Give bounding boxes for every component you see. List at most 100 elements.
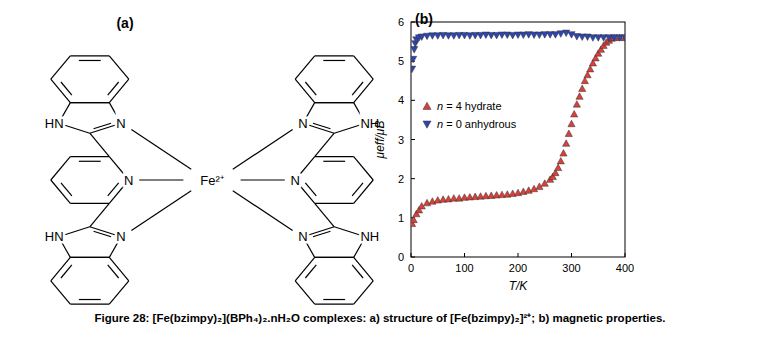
y-tick [411, 178, 415, 179]
y-tick-label: 1 [398, 212, 404, 224]
y-tick [411, 22, 415, 23]
bond [315, 304, 354, 305]
data-point [560, 150, 567, 156]
y-tick-label: 3 [398, 134, 404, 146]
y-tick [411, 257, 415, 258]
bond [354, 56, 374, 79]
x-axis-label: T/K [509, 279, 529, 293]
bond [315, 55, 354, 56]
bond [315, 133, 335, 156]
metal-label: Fe²⁺ [200, 173, 224, 188]
bond [295, 257, 315, 280]
coordination-bond [233, 191, 293, 231]
bond [109, 281, 129, 304]
double-bond [352, 265, 363, 278]
bond [295, 281, 315, 304]
x-tick [625, 253, 626, 257]
double-bond [61, 183, 72, 196]
bond [70, 304, 109, 305]
double-bond [352, 82, 363, 95]
data-point [621, 35, 625, 41]
data-point [571, 110, 578, 116]
bond [51, 56, 71, 79]
data-point [565, 130, 572, 136]
double-bond [313, 123, 330, 129]
structure [51, 56, 373, 304]
data-point [557, 157, 564, 163]
atom-label: N [298, 229, 307, 244]
bond [315, 102, 354, 103]
coordination-bond [139, 179, 183, 180]
x-tick [571, 253, 572, 257]
y-tick-label: 6 [398, 16, 404, 28]
bond [295, 56, 315, 79]
coordination-bond [131, 191, 191, 231]
bond [70, 257, 109, 258]
panel-label: (b) [415, 11, 433, 27]
double-bond [323, 60, 345, 61]
data-point [576, 93, 583, 99]
double-bond [79, 299, 101, 300]
atom-label: HN [45, 116, 64, 131]
double-bond [305, 183, 316, 196]
bond [70, 55, 109, 56]
bond [70, 203, 109, 204]
double-bond [313, 231, 330, 237]
bond [354, 79, 374, 102]
x-tick [411, 253, 412, 257]
double-bond [61, 82, 72, 95]
double-bond [305, 82, 316, 95]
y-tick-label: 4 [398, 94, 404, 106]
atom-label: N [116, 116, 125, 131]
data-point [581, 77, 588, 83]
coordination-bond [241, 179, 285, 180]
coordination-bond [233, 130, 293, 170]
double-bond [94, 231, 111, 237]
y-axis-label: μeff/μB [373, 121, 387, 160]
double-bond [323, 161, 345, 162]
y-tick [411, 139, 415, 140]
atom-label: NH [360, 229, 379, 244]
bond [90, 133, 110, 156]
bond [51, 157, 71, 180]
data-point [573, 101, 580, 107]
bond [70, 156, 109, 157]
double-bond [79, 60, 101, 61]
data-point [411, 216, 417, 222]
double-bond [61, 265, 72, 278]
bond [109, 79, 129, 102]
double-bond [323, 299, 345, 300]
double-bond [94, 123, 111, 129]
data-point [563, 140, 570, 146]
atom-label: N [124, 173, 133, 188]
bond [51, 281, 71, 304]
bond [315, 102, 354, 103]
data-point [584, 71, 591, 77]
data-point [411, 66, 416, 72]
bond [315, 257, 354, 258]
bond [354, 157, 374, 180]
bond [354, 257, 374, 280]
plot-frame [411, 22, 625, 257]
bond [315, 203, 335, 226]
bond [70, 257, 109, 258]
data-point [555, 164, 562, 170]
x-tick [518, 253, 519, 257]
data-point [411, 56, 417, 62]
atom-label: N [291, 173, 300, 188]
y-tick-label: 5 [398, 55, 404, 67]
legend-label: n = 0 anhydrous [437, 118, 517, 130]
legend-marker [423, 121, 431, 128]
x-tick-label: 300 [562, 262, 580, 274]
double-bond [108, 183, 119, 196]
legend-label: n = 4 hydrate [437, 100, 502, 112]
data-point [579, 85, 586, 91]
data-point [587, 65, 594, 71]
double-bond [305, 265, 316, 278]
coordination-bond [131, 130, 191, 170]
atom-label: N [298, 116, 307, 131]
data-points [411, 30, 625, 227]
atom-label: N [116, 229, 125, 244]
x-tick-label: 200 [509, 262, 527, 274]
x-tick-label: 400 [616, 262, 634, 274]
